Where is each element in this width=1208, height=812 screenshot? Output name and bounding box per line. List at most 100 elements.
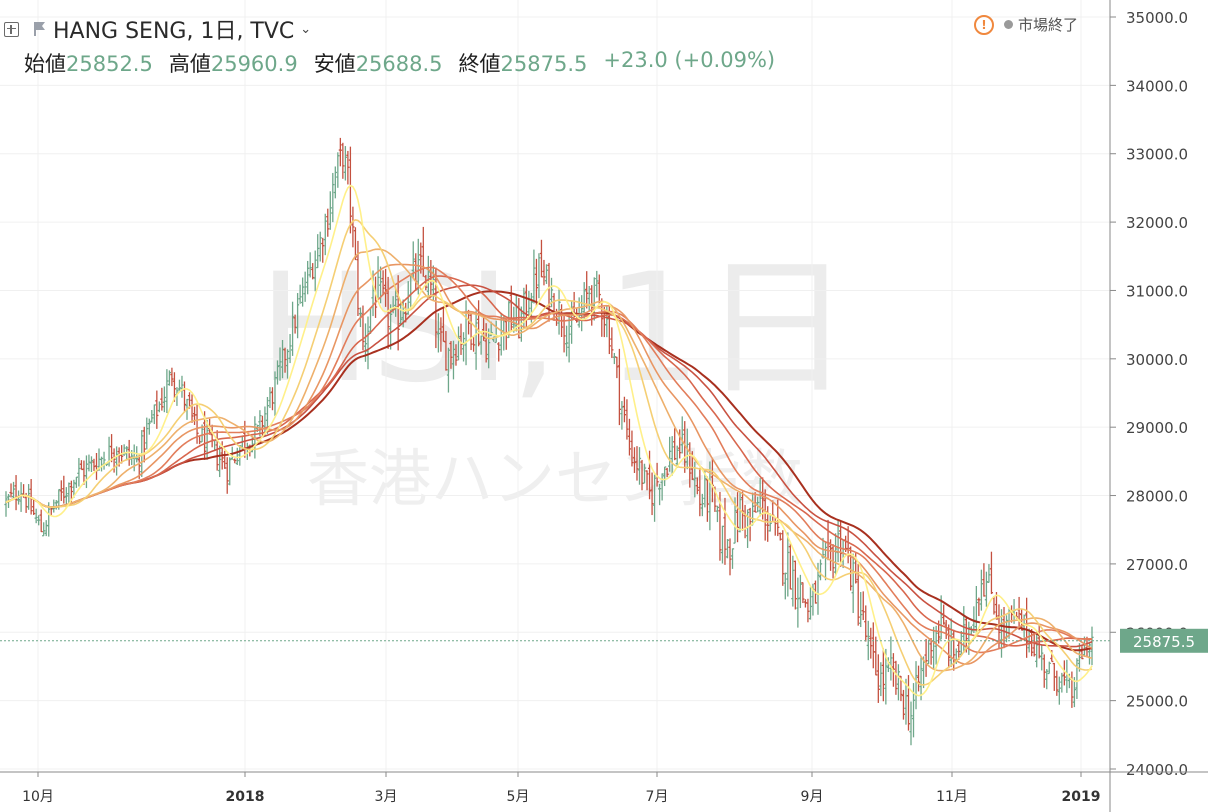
x-tick-label: 11月 — [936, 789, 968, 805]
candle — [663, 466, 667, 487]
candle — [901, 689, 906, 720]
candle — [906, 675, 911, 731]
candle — [786, 532, 790, 597]
candle — [587, 286, 591, 311]
candle — [974, 585, 978, 634]
candle — [876, 654, 880, 703]
candle — [818, 559, 823, 581]
x-tick-label: 7月 — [646, 789, 669, 805]
chevron-down-icon[interactable]: ⌄ — [300, 21, 312, 37]
flag-icon[interactable] — [31, 21, 47, 37]
candle — [1047, 661, 1051, 675]
candle — [637, 447, 642, 485]
candle — [278, 347, 282, 381]
candle — [989, 551, 994, 595]
candle — [99, 456, 104, 472]
candle — [916, 665, 921, 692]
candle — [323, 213, 327, 256]
candle — [652, 474, 657, 522]
candle — [328, 191, 332, 230]
candle — [47, 502, 51, 537]
candle — [715, 505, 720, 523]
candle — [957, 641, 961, 660]
candle — [456, 326, 461, 361]
expand-icon[interactable] — [4, 21, 19, 37]
candle — [233, 458, 237, 464]
candle — [700, 493, 704, 517]
candle — [783, 572, 787, 600]
candle — [321, 237, 325, 263]
candle — [160, 387, 164, 411]
candle — [1057, 676, 1061, 705]
ma-line-40 — [5, 290, 1093, 652]
y-tick-label: 29000.0 — [1126, 419, 1188, 437]
alert-icon[interactable]: ! — [974, 14, 994, 35]
candle — [62, 475, 66, 504]
ma-line-10 — [5, 219, 1093, 686]
candle — [52, 499, 56, 513]
candle — [695, 477, 699, 495]
candle — [597, 274, 601, 304]
candle — [14, 475, 18, 511]
x-tick-label: 5月 — [507, 789, 530, 805]
candle — [145, 417, 149, 450]
candle — [1065, 659, 1069, 693]
candle — [87, 454, 91, 472]
candle — [585, 271, 589, 309]
candle — [801, 582, 805, 604]
candle — [680, 416, 684, 454]
candle — [34, 508, 38, 524]
candle — [497, 342, 501, 362]
candle — [446, 347, 451, 393]
candle — [381, 270, 385, 296]
candle — [1090, 626, 1094, 666]
candle — [773, 517, 777, 536]
y-tick-label: 34000.0 — [1126, 77, 1188, 95]
candle — [778, 532, 782, 541]
price-tag-label: 25875.5 — [1133, 633, 1195, 651]
candle — [1080, 646, 1084, 660]
candle — [152, 404, 156, 425]
symbol-title[interactable]: HANG SENG, 1日, TVC — [53, 19, 295, 44]
candle — [635, 446, 639, 481]
y-tick-label: 24000.0 — [1126, 761, 1188, 779]
candle — [532, 249, 536, 304]
candle — [37, 515, 41, 526]
candle — [177, 379, 182, 391]
candle — [798, 574, 802, 609]
candle — [487, 328, 491, 369]
candle — [288, 334, 292, 364]
candle — [622, 396, 627, 423]
x-tick-label: 3月 — [375, 789, 398, 805]
candle — [313, 250, 317, 292]
candle — [180, 375, 184, 398]
candle — [781, 530, 785, 586]
candle — [157, 401, 161, 413]
candle — [660, 473, 664, 501]
candle — [444, 331, 448, 371]
candle — [290, 301, 295, 356]
candle — [610, 327, 614, 358]
candle — [1072, 677, 1077, 708]
candle — [874, 636, 878, 676]
candle — [725, 539, 730, 559]
status-dot-icon — [1004, 20, 1013, 29]
candle — [670, 436, 674, 476]
candle — [735, 492, 740, 543]
candle — [793, 560, 797, 610]
candle — [932, 626, 936, 670]
candle — [650, 472, 654, 516]
candle — [298, 284, 302, 304]
candle — [235, 447, 239, 466]
y-tick-label: 30000.0 — [1126, 351, 1188, 369]
candle — [308, 252, 312, 278]
candle — [723, 497, 727, 565]
symbol-row: HANG SENG, 1日, TVC ⌄ — [4, 14, 311, 44]
candle — [469, 313, 473, 351]
candle — [343, 146, 347, 181]
candle — [851, 553, 855, 614]
candle — [165, 369, 169, 414]
candle — [162, 386, 166, 413]
candle — [924, 638, 928, 677]
